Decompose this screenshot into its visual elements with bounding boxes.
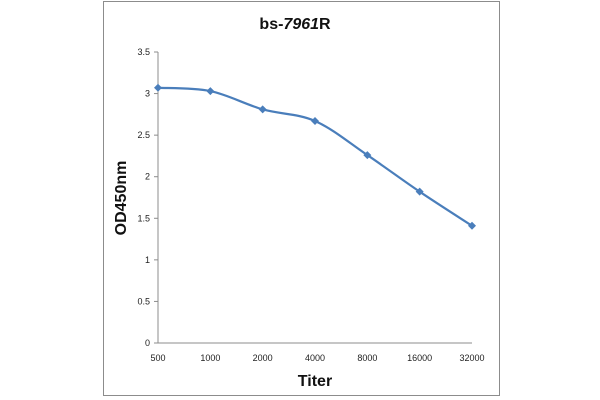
- data-point-marker: [154, 83, 162, 92]
- data-point-marker: [363, 151, 372, 160]
- title-prefix: bs-: [259, 16, 283, 33]
- x-tick-label: 8000: [357, 353, 377, 363]
- x-axis-title: Titer: [298, 373, 332, 390]
- chart-frame: [103, 1, 500, 396]
- y-tick-label: 2.5: [137, 130, 150, 140]
- y-tick-label: 2: [145, 172, 150, 182]
- title-suffix: R: [319, 16, 331, 33]
- y-tick-label: 3.5: [137, 47, 150, 57]
- y-tick-label: 1: [145, 255, 150, 265]
- y-axis-ticks: 0 0.5 1 1.5 2 2.5 3 3.5: [137, 47, 158, 348]
- x-tick-label: 2000: [253, 353, 273, 363]
- y-tick-label: 3: [145, 89, 150, 99]
- y-tick-label: 0: [145, 338, 150, 348]
- x-tick-label: 1000: [200, 353, 220, 363]
- x-tick-label: 32000: [459, 353, 484, 363]
- data-point-marker: [415, 187, 424, 196]
- y-tick-label: 1.5: [137, 213, 150, 223]
- series-markers: [154, 83, 476, 230]
- data-point-marker: [311, 117, 319, 126]
- x-axis-ticks: 500 1000 2000 4000 8000 16000 32000: [150, 353, 484, 363]
- data-point-marker: [206, 87, 215, 96]
- y-tick-label: 0.5: [137, 296, 150, 306]
- x-tick-label: 16000: [407, 353, 432, 363]
- title-number: 7961: [283, 16, 319, 33]
- series-line: [157, 86, 473, 227]
- chart-title: bs-7961R: [259, 16, 331, 33]
- x-tick-label: 500: [150, 353, 165, 363]
- x-tick-label: 4000: [305, 353, 325, 363]
- y-axis-title: OD450nm: [113, 161, 130, 236]
- data-point-marker: [258, 105, 267, 114]
- data-point-marker: [468, 221, 476, 230]
